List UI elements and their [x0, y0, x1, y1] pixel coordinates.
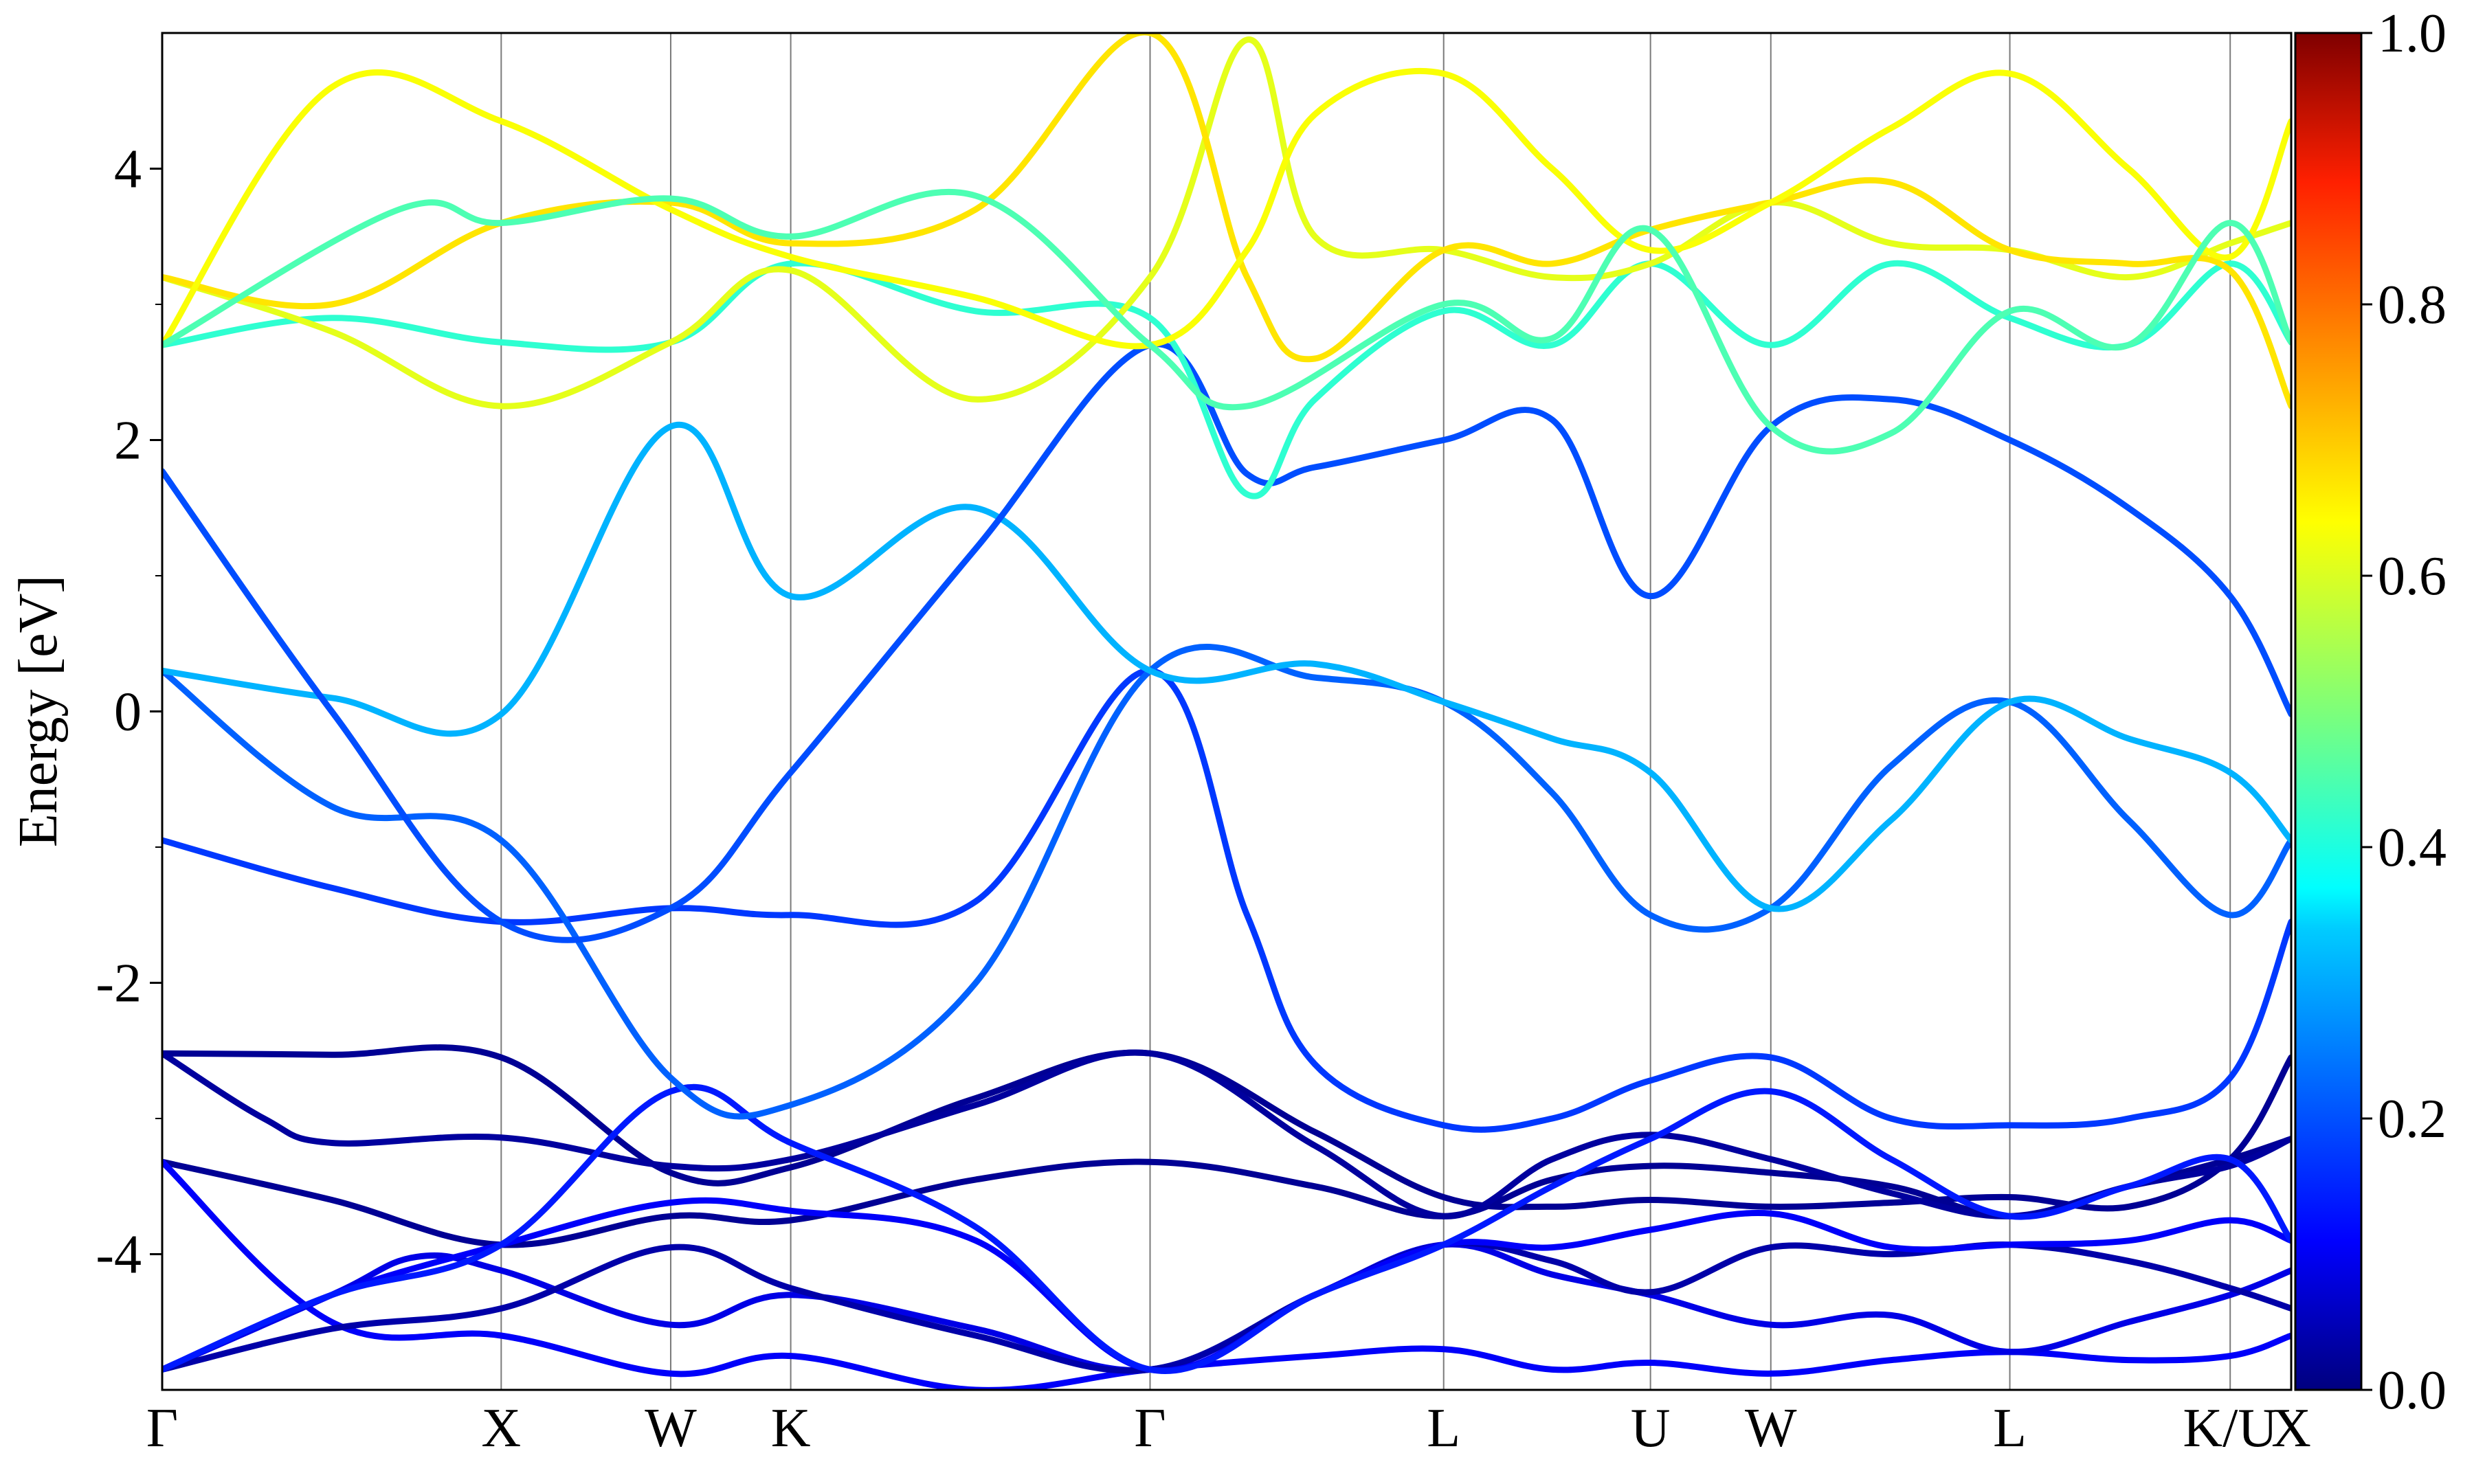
y-tick-label: 0 [114, 682, 142, 743]
plot-frame [161, 32, 2293, 1391]
x-axis: Γ X W K Γ L U W L K/UX [146, 1398, 2311, 1459]
y-tick-label: 2 [114, 411, 142, 471]
x-tick-label: K [771, 1398, 811, 1459]
band-line-11 [162, 341, 2291, 943]
band-line-2 [162, 1049, 2291, 1219]
colorbar [2294, 32, 2363, 1391]
band-line-12 [162, 260, 2291, 499]
x-tick-label: W [1745, 1398, 1797, 1459]
x-tick-label: W [645, 1398, 697, 1459]
band-line-15 [162, 67, 2291, 350]
colorbar-ticks: 0.0 0.2 0.4 0.6 0.8 1.0 [2361, 3, 2447, 1421]
band-line-13 [162, 36, 2291, 409]
y-tick-label: -2 [96, 954, 142, 1014]
colorbar-tick-label: 1.0 [2378, 3, 2447, 64]
x-tick-label: Γ [1134, 1398, 1166, 1459]
x-tick-label: X [2271, 1398, 2311, 1459]
x-tick-label: Γ [146, 1398, 178, 1459]
x-tick-label: U [1631, 1398, 1671, 1459]
y-axis: 4 2 0 -2 -4 [96, 139, 162, 1285]
y-tick-label: -4 [96, 1225, 142, 1285]
band-line-9 [162, 643, 2291, 1120]
x-tick-label: X [481, 1398, 521, 1459]
band-line-10 [162, 421, 2291, 912]
band-line-1 [162, 1044, 2291, 1212]
band-line-8 [162, 667, 2291, 1133]
bands [162, 33, 2291, 1390]
band-line-7 [162, 1083, 2291, 1374]
band-line-16 [162, 188, 2291, 455]
colorbar-tick-label: 0.2 [2378, 1089, 2447, 1149]
x-tick-label: L [1427, 1398, 1460, 1459]
y-axis-label: Energy [eV] [8, 575, 69, 847]
colorbar-tick-label: 0.0 [2378, 1360, 2447, 1421]
colorbar-tick-label: 0.8 [2378, 275, 2447, 335]
band-line-0 [162, 1136, 2291, 1248]
x-tick-label: L [1993, 1398, 2027, 1459]
colorbar-tick-label: 0.4 [2378, 818, 2447, 878]
x-tick-label: K/U [2183, 1398, 2277, 1459]
y-tick-label: 4 [114, 139, 142, 200]
colorbar-tick-label: 0.6 [2378, 546, 2447, 607]
